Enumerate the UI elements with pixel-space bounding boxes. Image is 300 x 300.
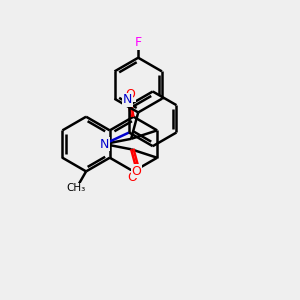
Text: F: F bbox=[135, 36, 142, 49]
Text: N: N bbox=[100, 138, 109, 151]
Text: O: O bbox=[126, 88, 136, 101]
Text: N: N bbox=[123, 93, 132, 106]
Text: CH₃: CH₃ bbox=[67, 184, 86, 194]
Text: O: O bbox=[132, 165, 142, 178]
Text: O: O bbox=[127, 171, 137, 184]
